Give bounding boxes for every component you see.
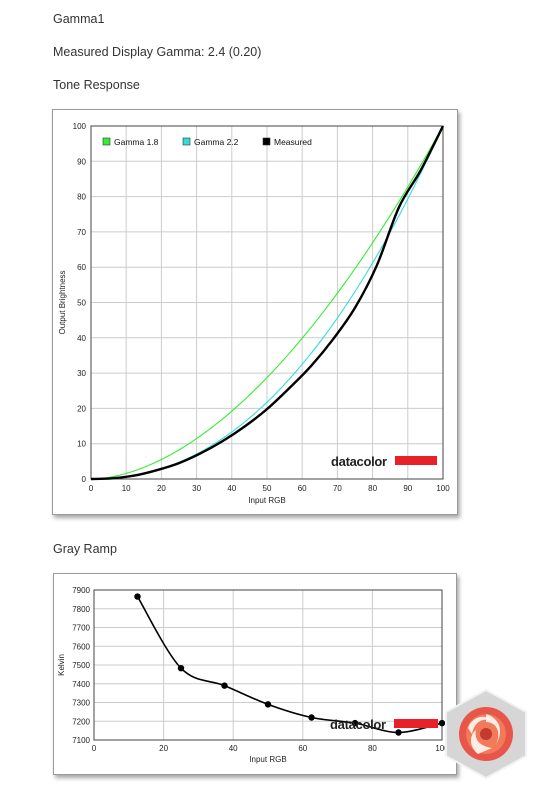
y-tick-label: 7700 (72, 624, 90, 633)
y-tick-label: 30 (77, 369, 86, 378)
datacolor-watermark-bar (394, 719, 438, 728)
gray-ramp-heading: Gray Ramp (53, 542, 117, 556)
legend-swatch (102, 137, 111, 146)
x-tick-label: 20 (159, 744, 168, 753)
kelvin-data-point (177, 664, 185, 672)
legend-swatch (182, 137, 191, 146)
y-axis-label: Kelvin (57, 654, 66, 676)
plot-area-border (90, 125, 444, 480)
x-tick-label: 40 (229, 744, 238, 753)
tone-response-heading: Tone Response (53, 78, 140, 92)
y-tick-label: 70 (77, 228, 86, 237)
tone-response-chart: 0 10 20 30 40 50 60 70 80 90 100 0 10 20 30 40 50 60 70 80 9… (58, 122, 450, 505)
x-tick-label: 60 (298, 484, 307, 493)
x-tick-label: 0 (89, 484, 94, 493)
legend-label: Gamma 1.8 (114, 137, 159, 147)
y-tick-label: 7100 (72, 736, 90, 745)
kelvin-data-point (351, 719, 359, 727)
legend-label: Gamma 2.2 (194, 137, 239, 147)
x-tick-label: 100 (435, 744, 449, 753)
x-tick-label: 10 (122, 484, 131, 493)
gray-ramp-chart: 0 20 40 60 80 100 7100 7200 7300 7400 7500 7600 7700… (57, 586, 449, 764)
x-tick-label: 40 (227, 484, 236, 493)
legend-swatch (262, 137, 271, 146)
y-tick-label: 7200 (72, 717, 90, 726)
series-line-measured (90, 125, 445, 481)
y-tick-label: 10 (77, 440, 86, 449)
x-tick-label: 70 (333, 484, 342, 493)
datacolor-watermark-text: datacolor (331, 454, 387, 469)
y-tick-label: 50 (77, 299, 86, 308)
y-tick-label: 80 (77, 193, 86, 202)
x-tick-label: 90 (403, 484, 412, 493)
page-title: Gamma1 (53, 12, 105, 26)
datacolor-watermark-text: datacolor (330, 717, 386, 732)
series-line-gamma-1-8 (90, 125, 444, 480)
measured-gamma-text: Measured Display Gamma: 2.4 (0.20) (53, 45, 262, 59)
y-tick-label: 7400 (72, 680, 90, 689)
x-tick-label: 100 (436, 484, 450, 493)
y-tick-label: 7900 (72, 586, 90, 595)
kelvin-data-point (438, 719, 446, 727)
datacolor-watermark-bar (395, 456, 437, 465)
x-axis-label: Input RGB (249, 755, 286, 764)
y-tick-label: 7800 (72, 605, 90, 614)
kelvin-data-point (264, 701, 272, 708)
y-tick-label: 90 (77, 157, 86, 166)
kelvin-data-point (395, 729, 402, 736)
x-tick-label: 80 (368, 484, 377, 493)
y-tick-label: 0 (82, 475, 87, 484)
y-tick-label: 7500 (72, 661, 90, 670)
gray-ramp-panel: 0 20 40 60 80 100 7100 7200 7300 7400 7500 7600 7700… (53, 573, 457, 775)
y-tick-label: 7600 (72, 642, 90, 651)
x-tick-label: 0 (92, 744, 97, 753)
y-tick-label: 100 (73, 122, 87, 131)
x-axis-label: Input RGB (248, 496, 285, 505)
x-tick-label: 60 (298, 744, 307, 753)
y-tick-label: 20 (77, 404, 86, 413)
x-tick-label: 30 (192, 484, 201, 493)
legend-label: Measured (274, 137, 312, 147)
x-tick-label: 50 (263, 484, 272, 493)
x-tick-label: 80 (368, 744, 377, 753)
y-tick-label: 7300 (72, 699, 90, 708)
plot-area-border (93, 589, 443, 741)
kelvin-data-point (134, 593, 141, 600)
kelvin-data-point (221, 682, 228, 689)
y-axis-label: Output Brightness (58, 270, 67, 334)
site-logo-badge (445, 688, 527, 780)
kelvin-data-point (308, 714, 315, 721)
y-tick-label: 40 (77, 334, 86, 343)
tone-response-panel: 0 10 20 30 40 50 60 70 80 90 100 0 10 20 30 40 50 60 70 80 9… (52, 109, 458, 515)
x-tick-label: 20 (157, 484, 166, 493)
y-tick-label: 60 (77, 263, 86, 272)
